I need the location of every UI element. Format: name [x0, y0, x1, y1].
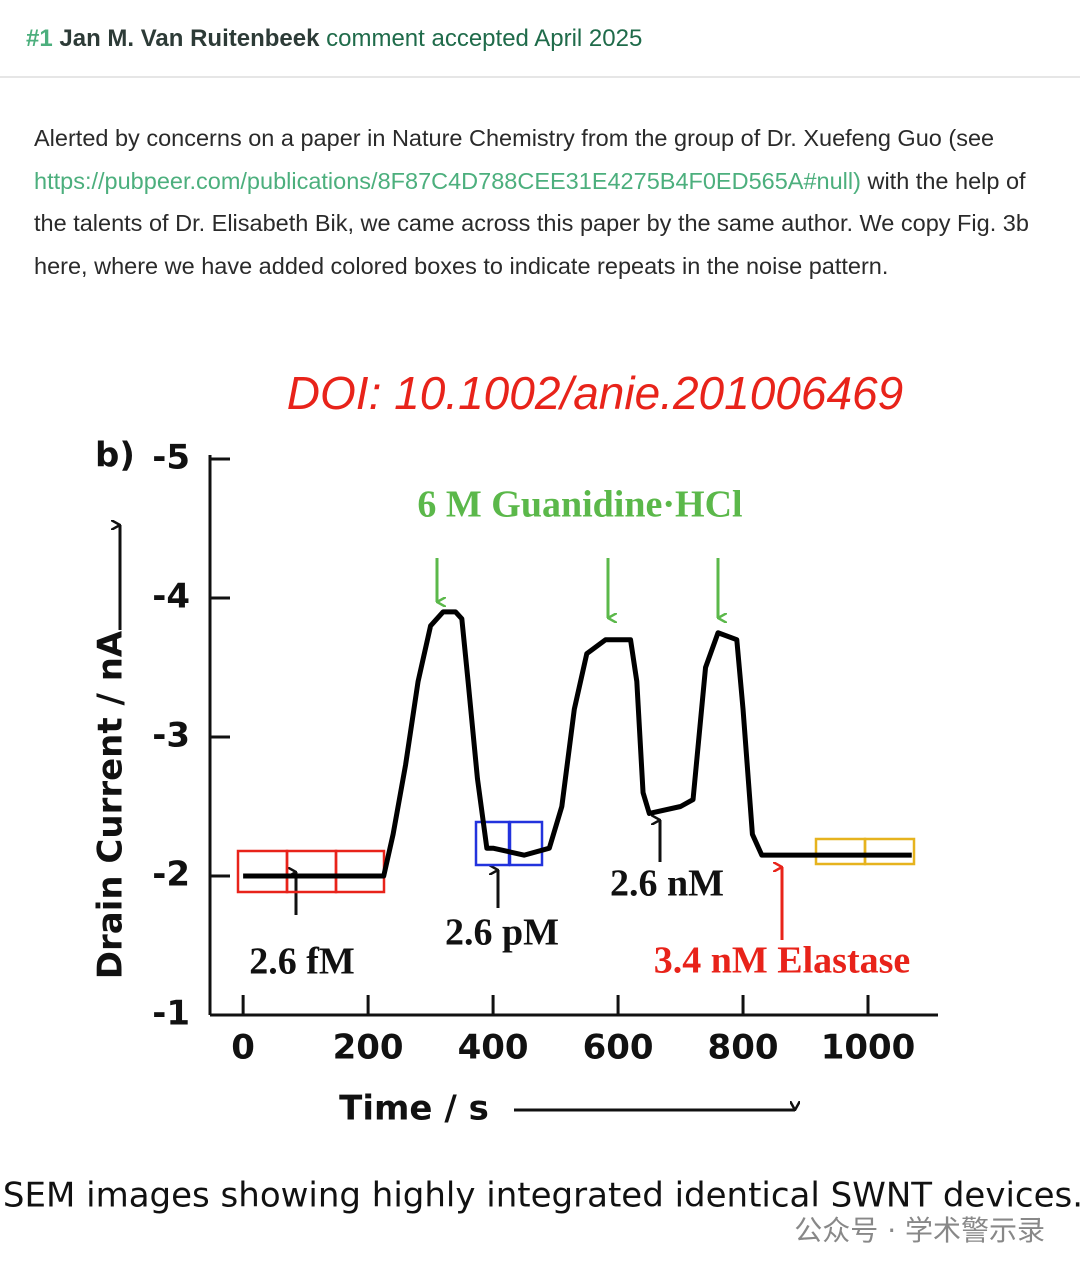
figure: DOI: 10.1002/anie.201006469 b) Drain Cur…	[3, 367, 1080, 1247]
annotation: 2.6 nM	[610, 863, 724, 905]
box	[508, 820, 544, 867]
text: Alerted by concerns on a paper in Nature…	[34, 125, 995, 151]
caption: SEM images showing highly integrated ide…	[3, 1176, 1080, 1216]
y-tick-label: -1	[152, 994, 190, 1034]
y-tick-label: -4	[152, 577, 190, 617]
arrows	[296, 558, 784, 940]
x-tick-label: 1000	[821, 1028, 916, 1068]
y-tick-label: -2	[152, 855, 190, 895]
annotation: 2.6 pM	[445, 912, 559, 954]
x-tick-label: 600	[583, 1028, 654, 1068]
doi: DOI: 10.1002/anie.201006469	[287, 367, 903, 419]
comment-body: Alerted by concerns on a paper in Nature…	[34, 117, 1044, 287]
data-line	[243, 609, 912, 879]
box	[236, 849, 289, 894]
x-tick-label: 400	[458, 1028, 529, 1068]
link[interactable]: https://pubpeer.com/publications/8F87C4D…	[34, 167, 861, 194]
y-tick-label: -3	[152, 716, 190, 756]
annotation: 3.4 nM Elastase	[654, 940, 911, 982]
y-tick-label: -5	[152, 438, 190, 478]
box	[863, 837, 916, 866]
comment-number[interactable]: #1	[26, 25, 53, 52]
box	[814, 837, 867, 866]
annotation: 2.6 fM	[249, 941, 355, 983]
x-tick-label: 0	[231, 1028, 255, 1068]
annotation: 6 M Guanidine·HCl	[417, 484, 742, 526]
author[interactable]: Jan M. Van Ruitenbeek	[59, 25, 320, 52]
comment-header: #1 Jan M. Van Ruitenbeek comment accepte…	[0, 0, 1080, 78]
x-tick-label: 200	[333, 1028, 404, 1068]
watermark: 公众号 · 学术警示录	[794, 1214, 1045, 1247]
box	[285, 849, 338, 894]
panel-label: b)	[95, 436, 135, 476]
status: comment accepted April 2025	[326, 25, 643, 52]
box	[474, 820, 511, 867]
text: with the help of the talents of Dr. Elis…	[34, 167, 1029, 279]
x-tick-label: 800	[708, 1028, 779, 1068]
box	[334, 849, 386, 894]
x-axis-label: Time / s	[339, 1089, 489, 1129]
y-axis-label: Drain Current / nA	[91, 630, 131, 979]
